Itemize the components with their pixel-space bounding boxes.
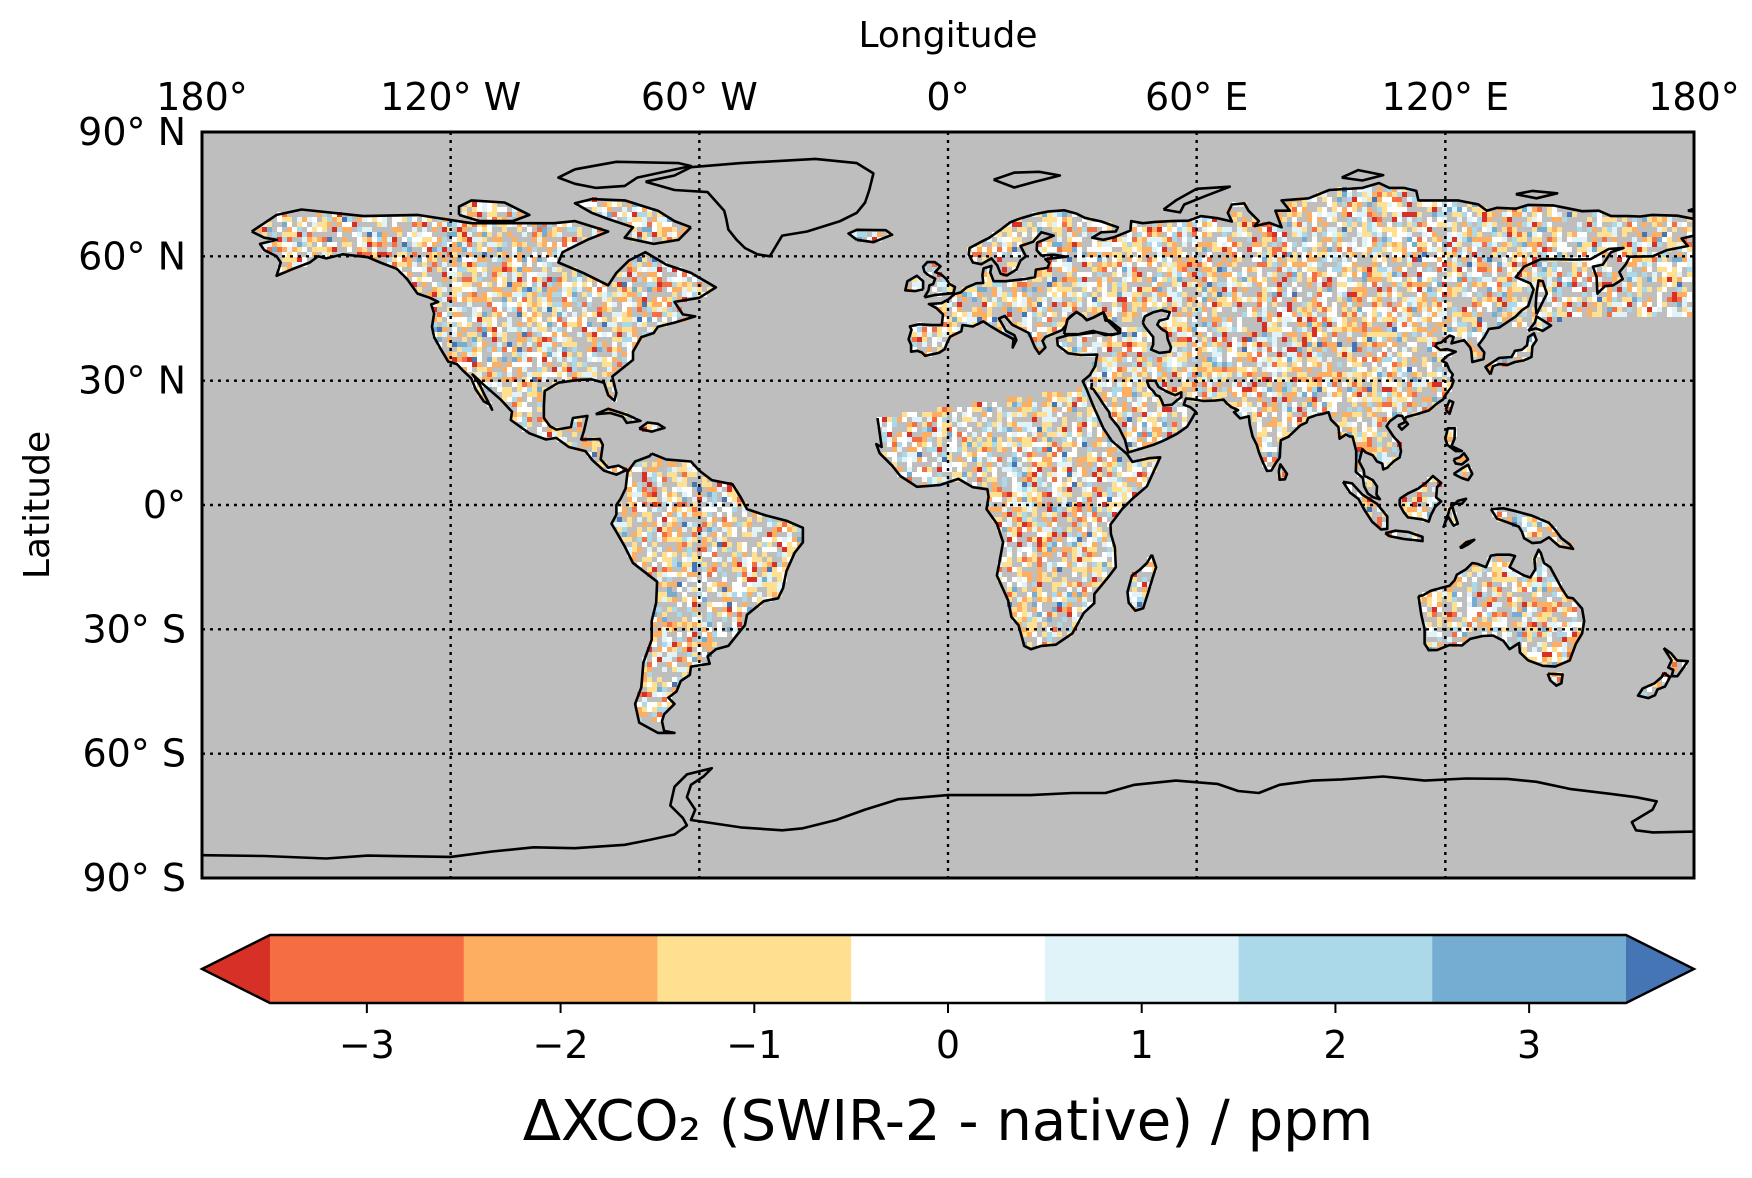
- lon-tick-label: 120° W: [380, 75, 521, 119]
- lon-tick-label: 180°: [1648, 75, 1740, 119]
- lat-tick-label: 60° N: [78, 234, 186, 278]
- y-axis-title: Latitude: [17, 431, 58, 579]
- lat-tick-label: 60° S: [82, 732, 186, 776]
- lat-tick-label: 30° N: [78, 359, 186, 403]
- colorbar-bin: [1045, 935, 1239, 1003]
- colorbar-bin: [657, 935, 851, 1003]
- latitude-tick-labels: 90° N 60° N 30° N 0° 30° S 60° S 90° S: [78, 110, 186, 900]
- colorbar-bin: [1432, 935, 1626, 1003]
- colorbar-tick-label: −2: [533, 1023, 589, 1067]
- lon-tick-label: 120° E: [1382, 75, 1510, 119]
- colorbar-under-extension: [202, 935, 270, 1003]
- lon-tick-label: 0°: [926, 75, 969, 119]
- colorbar-tick-labels: −3 −2 −1 0 1 2 3: [339, 1003, 1541, 1067]
- colorbar-bin: [464, 935, 658, 1003]
- colorbar-tick-label: −3: [339, 1023, 395, 1067]
- lat-tick-label: 90° S: [82, 856, 186, 900]
- colorbar-over-extension: [1626, 935, 1694, 1003]
- colorbar-tick-label: 3: [1517, 1023, 1541, 1067]
- lat-tick-label: 0°: [143, 483, 186, 527]
- colorbar-label: ΔXCO₂ (SWIR-2 - native) / ppm: [523, 1089, 1373, 1154]
- lat-tick-label: 30° S: [82, 607, 186, 651]
- colorbar-tick-label: −1: [726, 1023, 782, 1067]
- colorbar-tick-label: 2: [1323, 1023, 1347, 1067]
- x-axis-title: Longitude: [858, 15, 1037, 56]
- colorbar-bin: [270, 935, 464, 1003]
- lon-tick-label: 60° E: [1145, 75, 1248, 119]
- lat-tick-label: 90° N: [78, 110, 186, 154]
- colorbar-tick-label: 0: [936, 1023, 960, 1067]
- colorbar-bin: [1239, 935, 1433, 1003]
- colorbar: [202, 935, 1694, 1003]
- colorbar-bin: [851, 935, 1045, 1003]
- lon-tick-label: 60° W: [641, 75, 758, 119]
- colorbar-tick-label: 1: [1130, 1023, 1154, 1067]
